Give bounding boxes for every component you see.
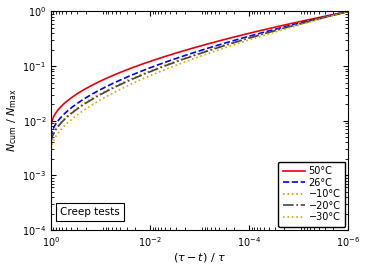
−20°C	[64, 116, 68, 119]
26°C	[194, 50, 198, 54]
50°C	[346, 10, 351, 13]
Line: −30°C: −30°C	[51, 11, 348, 149]
−30°C	[346, 10, 351, 13]
Legend: 50°C, 26°C, −10°C, −20°C, −30°C: 50°C, 26°C, −10°C, −20°C, −30°C	[279, 161, 346, 227]
−10°C	[337, 12, 342, 15]
−30°C	[337, 12, 342, 15]
−10°C	[346, 10, 351, 13]
50°C	[337, 12, 342, 15]
−20°C	[337, 12, 342, 15]
Text: Creep tests: Creep tests	[60, 207, 120, 217]
−30°C	[186, 59, 190, 62]
−30°C	[64, 122, 68, 126]
−20°C	[283, 26, 287, 29]
Line: 50°C: 50°C	[51, 11, 348, 126]
X-axis label: $(\tau-t)\ /\ \tau$: $(\tau-t)\ /\ \tau$	[173, 251, 226, 264]
26°C	[346, 10, 351, 13]
50°C	[283, 23, 287, 26]
26°C	[337, 12, 342, 15]
26°C	[337, 12, 342, 15]
26°C	[186, 53, 190, 56]
−30°C	[194, 56, 198, 59]
50°C	[49, 124, 53, 128]
Y-axis label: $N_{\rm cum}\ /\ N_{\rm max}$: $N_{\rm cum}\ /\ N_{\rm max}$	[5, 89, 19, 153]
Line: −10°C: −10°C	[51, 11, 348, 143]
−20°C	[337, 12, 342, 15]
50°C	[194, 46, 198, 49]
−10°C	[337, 12, 342, 15]
26°C	[283, 25, 287, 28]
50°C	[64, 100, 68, 103]
−30°C	[337, 12, 342, 15]
−30°C	[283, 27, 287, 31]
−10°C	[186, 55, 190, 59]
Line: 26°C: 26°C	[51, 11, 348, 137]
−20°C	[186, 56, 190, 59]
50°C	[337, 12, 342, 15]
26°C	[49, 136, 53, 139]
−10°C	[64, 115, 68, 119]
26°C	[64, 110, 68, 114]
−20°C	[194, 53, 198, 57]
Line: −20°C: −20°C	[51, 11, 348, 143]
−10°C	[283, 26, 287, 29]
50°C	[186, 48, 190, 51]
−10°C	[49, 141, 53, 144]
−30°C	[49, 148, 53, 151]
−10°C	[194, 53, 198, 56]
−20°C	[49, 141, 53, 144]
−20°C	[346, 10, 351, 13]
